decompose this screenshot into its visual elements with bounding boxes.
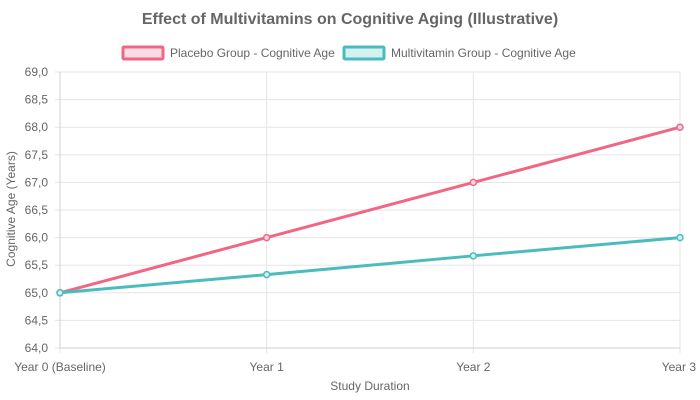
series-line — [59, 236, 681, 295]
y-tick-label: 64,0 — [25, 341, 49, 355]
y-tick-label: 69,0 — [25, 65, 49, 79]
y-tick-label: 66,0 — [25, 231, 49, 245]
chart-title: Effect of Multivitamins on Cognitive Agi… — [142, 11, 558, 28]
legend-item-placebo[interactable]: Placebo Group - Cognitive Age — [121, 45, 335, 61]
y-tick-label: 67,0 — [25, 175, 49, 189]
series-layer — [56, 123, 684, 297]
legend-swatch-placebo — [121, 45, 165, 61]
legend-item-multivitamin[interactable]: Multivitamin Group - Cognitive Age — [342, 45, 576, 61]
y-tick-label: 65,5 — [25, 258, 49, 272]
x-tick-label: Year 1 — [250, 360, 285, 374]
y-tick-labels: 64,0 64,5 65,0 65,5 66,0 66,5 67,0 67,5 68,0 68,5… — [25, 65, 49, 355]
x-tick-labels: Year 0 (Baseline) Year 1 Year 2 Year 3 — [14, 360, 696, 374]
x-axis-label: Study Duration — [330, 379, 409, 393]
y-tick-label: 67,5 — [25, 148, 49, 162]
data-point[interactable] — [676, 123, 684, 131]
data-point[interactable] — [56, 289, 64, 297]
y-tick-label: 65,0 — [25, 286, 49, 300]
y-axis-label: Cognitive Age (Years) — [4, 151, 18, 267]
legend[interactable]: Placebo Group - Cognitive Age Multivitam… — [121, 45, 576, 61]
y-tick-label: 68,5 — [25, 93, 49, 107]
data-point[interactable] — [469, 252, 478, 260]
series-1 — [56, 233, 684, 297]
series-line — [59, 125, 681, 295]
legend-swatch-multivitamin — [342, 45, 386, 61]
y-tick-label: 68,0 — [25, 120, 49, 134]
x-tick-label: Year 2 — [456, 360, 491, 374]
y-tick-label: 66,5 — [25, 203, 49, 217]
legend-label-multivitamin: Multivitamin Group - Cognitive Age — [391, 46, 576, 60]
x-tick-label: Year 3 — [662, 360, 697, 374]
x-gridlines — [59, 72, 681, 353]
data-point[interactable] — [262, 233, 271, 242]
legend-label-placebo: Placebo Group - Cognitive Age — [170, 46, 335, 60]
data-point[interactable] — [262, 270, 271, 279]
data-point[interactable] — [676, 233, 684, 242]
data-point[interactable] — [469, 178, 478, 187]
x-tick-label: Year 0 (Baseline) — [14, 360, 106, 374]
y-tick-label: 64,5 — [25, 313, 49, 327]
